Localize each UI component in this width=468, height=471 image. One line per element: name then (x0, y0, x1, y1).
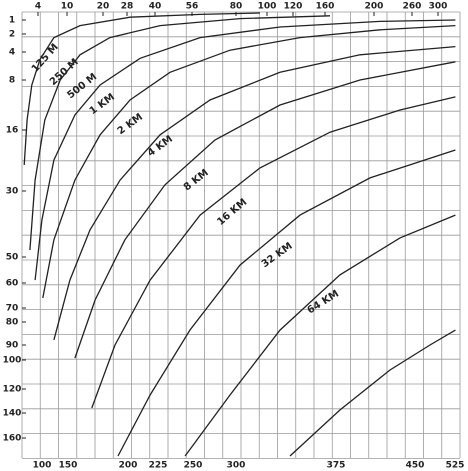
x-tick-label: 80 (230, 2, 243, 12)
y-tick-label: 140 (3, 409, 22, 419)
curve (74, 61, 456, 359)
y-tick-label: 30 (6, 187, 19, 197)
x-tick-label: 20 (97, 2, 110, 12)
x2-tick-label: 200 (119, 461, 138, 471)
y-tick-label: 8 (9, 76, 15, 86)
x2-tick-label: 150 (59, 461, 78, 471)
x2-tick-label: 300 (227, 461, 246, 471)
y-tick-label: 100 (3, 356, 22, 366)
y-tick-label: 50 (6, 253, 19, 263)
x2-tick-label: 225 (149, 461, 168, 471)
y-tick-label: 160 (3, 434, 22, 444)
curve (42, 24, 456, 299)
y-tick-label: 4 (9, 48, 15, 58)
x-tick-label: 200 (365, 2, 384, 12)
curve (53, 45, 456, 341)
y-tick-label: 16 (6, 126, 19, 136)
curve (184, 214, 456, 457)
y-tick-label: 60 (6, 279, 19, 289)
curve (29, 15, 331, 251)
y-tick-label: 2 (9, 30, 15, 40)
y-tick-label: 120 (3, 385, 22, 395)
curve-label: 125 M (30, 42, 61, 75)
x2-tick-label: 450 (406, 461, 425, 471)
y-tick-label: 1 (9, 16, 15, 26)
x-tick-label: 4 (35, 2, 41, 12)
x2-tick-label: 525 (446, 461, 465, 471)
x-tick-label: 28 (121, 2, 134, 12)
curve (117, 149, 456, 457)
x-tick-label: 300 (429, 2, 448, 12)
x2-tick-label: 250 (184, 461, 203, 471)
y-tick-label: 70 (6, 304, 19, 314)
y-tick-label: 90 (6, 341, 19, 351)
x2-tick-label: 100 (33, 461, 52, 471)
x-tick-label: 260 (403, 2, 422, 12)
x-tick-label: 10 (61, 2, 74, 12)
curve (91, 96, 456, 409)
curve (34, 19, 456, 281)
x-tick-label: 56 (186, 2, 199, 12)
x-tick-label: 100 (258, 2, 277, 12)
x-tick-label: 40 (149, 2, 162, 12)
curve (23, 12, 261, 165)
x-tick-label: 120 (284, 2, 303, 12)
curve-label: 2 KM (116, 112, 145, 137)
y-tick-label: 80 (6, 318, 19, 328)
x2-tick-label: 375 (327, 461, 346, 471)
curve-label: 16 KM (215, 197, 249, 228)
curve (289, 329, 456, 457)
x-tick-label: 160 (316, 2, 335, 12)
